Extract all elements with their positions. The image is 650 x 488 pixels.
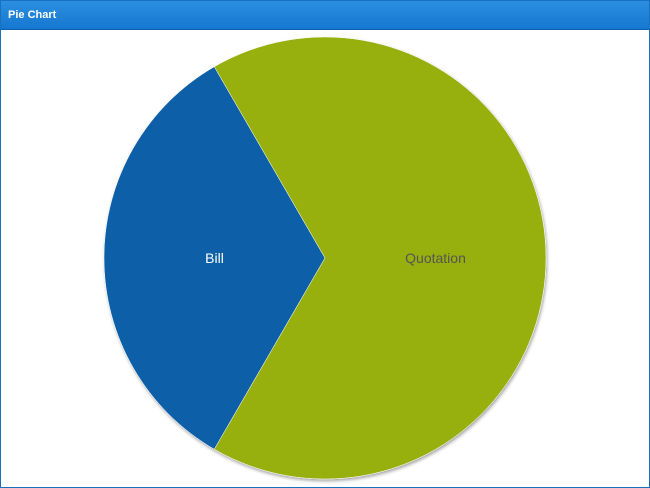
chart-area: Bill Quotation — [1, 30, 649, 487]
pie-slice-bill[interactable] — [103, 66, 326, 450]
pie-label-quotation: Quotation — [405, 250, 466, 266]
panel-header: Pie Chart — [1, 1, 649, 30]
pie-label-bill: Bill — [205, 250, 224, 266]
pie-slice-quotation[interactable] — [213, 36, 547, 480]
panel-title: Pie Chart — [8, 9, 57, 21]
pie-chart: Bill Quotation — [103, 36, 547, 480]
